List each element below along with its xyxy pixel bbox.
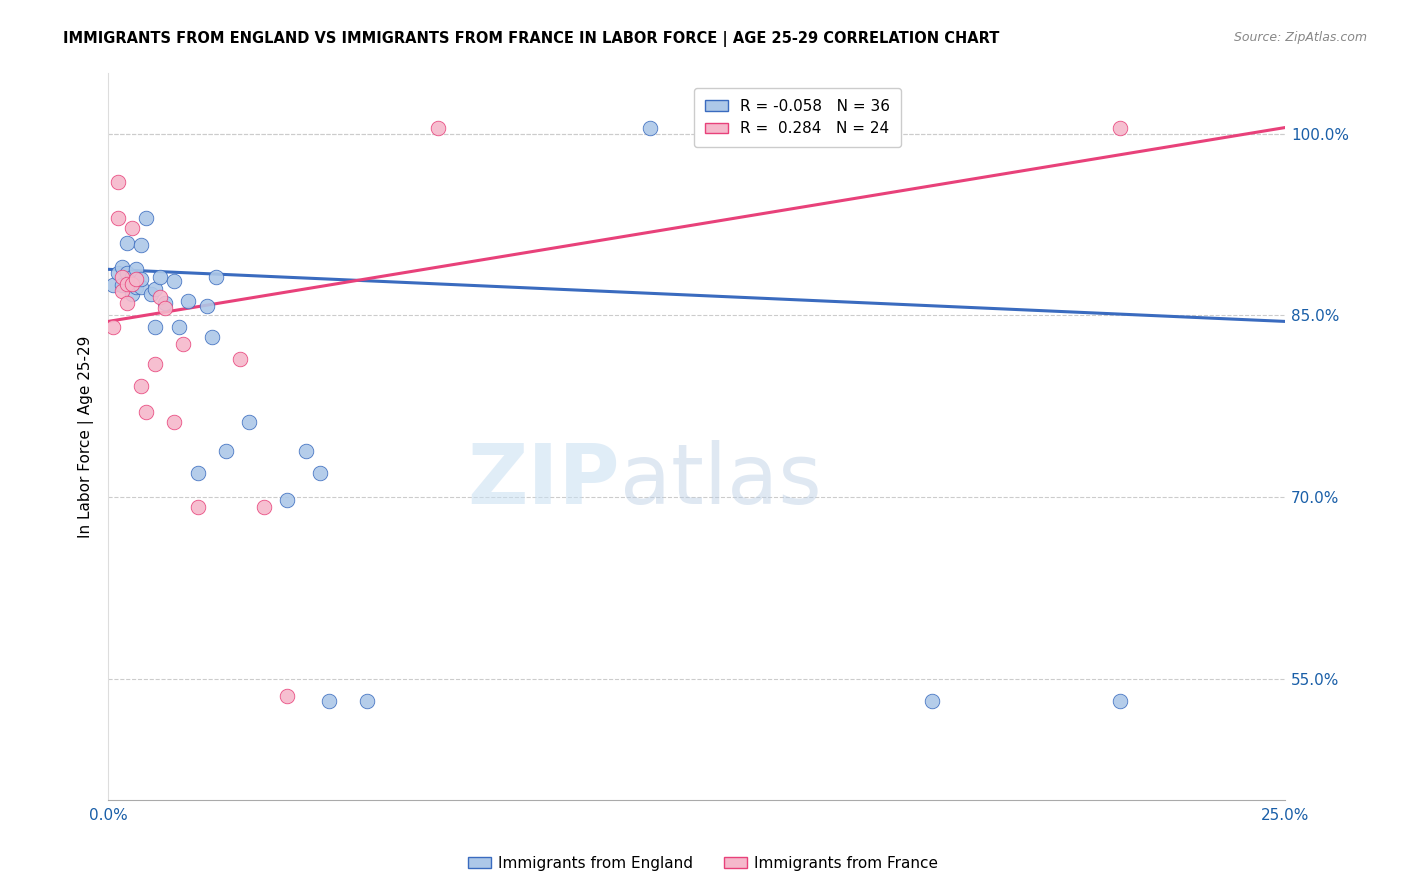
Text: atlas: atlas	[620, 440, 823, 521]
Point	[101, 278, 124, 293]
Point	[921, 694, 943, 708]
Point	[111, 278, 134, 293]
Point	[121, 269, 143, 284]
Text: ZIP: ZIP	[468, 440, 620, 521]
Legend: Immigrants from England, Immigrants from France: Immigrants from England, Immigrants from…	[461, 850, 945, 877]
Point	[115, 296, 138, 310]
Y-axis label: In Labor Force | Age 25-29: In Labor Force | Age 25-29	[79, 335, 94, 538]
Point	[201, 330, 224, 344]
Point	[1109, 120, 1132, 135]
Point	[276, 689, 298, 703]
Point	[276, 492, 298, 507]
Point	[195, 299, 218, 313]
Point	[205, 269, 228, 284]
Point	[121, 286, 143, 301]
Point	[115, 266, 138, 280]
Point	[153, 301, 176, 315]
Point	[107, 211, 129, 226]
Point	[309, 466, 332, 480]
Point	[135, 405, 157, 419]
Legend: R = -0.058   N = 36, R =  0.284   N = 24: R = -0.058 N = 36, R = 0.284 N = 24	[695, 88, 901, 147]
Point	[167, 320, 190, 334]
Point	[426, 120, 449, 135]
Point	[177, 293, 200, 308]
Point	[125, 280, 148, 294]
Point	[125, 272, 148, 286]
Point	[111, 269, 134, 284]
Text: Source: ZipAtlas.com: Source: ZipAtlas.com	[1233, 31, 1367, 45]
Point	[143, 282, 166, 296]
Point	[143, 320, 166, 334]
Point	[295, 444, 318, 458]
Point	[149, 269, 172, 284]
Point	[318, 694, 340, 708]
Point	[153, 296, 176, 310]
Point	[638, 120, 661, 135]
Point	[129, 272, 152, 286]
Point	[780, 120, 803, 135]
Point	[135, 211, 157, 226]
Point	[111, 284, 134, 298]
Point	[125, 262, 148, 277]
Point	[129, 280, 152, 294]
Point	[115, 277, 138, 291]
Point	[238, 415, 260, 429]
Point	[107, 266, 129, 280]
Point	[121, 221, 143, 235]
Point	[163, 415, 186, 429]
Point	[229, 351, 252, 366]
Point	[187, 500, 209, 514]
Point	[111, 260, 134, 274]
Text: IMMIGRANTS FROM ENGLAND VS IMMIGRANTS FROM FRANCE IN LABOR FORCE | AGE 25-29 COR: IMMIGRANTS FROM ENGLAND VS IMMIGRANTS FR…	[63, 31, 1000, 47]
Point	[115, 235, 138, 250]
Point	[129, 238, 152, 252]
Point	[107, 175, 129, 189]
Point	[129, 378, 152, 392]
Point	[173, 337, 195, 351]
Point	[139, 286, 162, 301]
Point	[252, 500, 274, 514]
Point	[1109, 694, 1132, 708]
Point	[163, 275, 186, 289]
Point	[215, 444, 238, 458]
Point	[101, 320, 124, 334]
Point	[356, 694, 378, 708]
Point	[121, 277, 143, 291]
Point	[149, 290, 172, 304]
Point	[143, 357, 166, 371]
Point	[187, 466, 209, 480]
